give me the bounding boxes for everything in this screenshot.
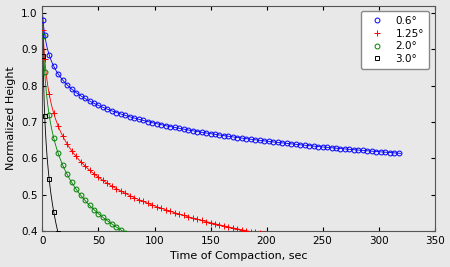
2.0° xyxy=(239,237,245,240)
2.0° xyxy=(333,237,339,240)
Line: 2.0°: 2.0° xyxy=(40,33,401,241)
0.6° xyxy=(360,149,365,152)
2.0° xyxy=(40,34,46,37)
3.0° xyxy=(60,237,65,240)
Line: 0.6°: 0.6° xyxy=(40,18,401,156)
Y-axis label: Normalized Height: Normalized Height xyxy=(5,66,16,170)
0.6° xyxy=(347,148,352,151)
0.6° xyxy=(329,146,334,149)
3.0° xyxy=(266,237,271,240)
1.25° xyxy=(261,233,267,236)
0.6° xyxy=(40,19,46,22)
1.25° xyxy=(333,237,339,240)
1.25° xyxy=(306,237,312,240)
2.0° xyxy=(364,237,370,240)
Legend: 0.6°, 1.25°, 2.0°, 3.0°: 0.6°, 1.25°, 2.0°, 3.0° xyxy=(361,11,429,69)
0.6° xyxy=(261,139,267,143)
3.0° xyxy=(351,237,356,240)
Line: 1.25°: 1.25° xyxy=(40,27,402,241)
3.0° xyxy=(40,55,46,58)
3.0° xyxy=(364,237,370,240)
0.6° xyxy=(302,144,307,147)
2.0° xyxy=(136,237,141,240)
2.0° xyxy=(396,237,401,240)
1.25° xyxy=(364,237,370,240)
X-axis label: Time of Compaction, sec: Time of Compaction, sec xyxy=(170,252,307,261)
2.0° xyxy=(351,237,356,240)
2.0° xyxy=(306,237,312,240)
1.25° xyxy=(288,237,294,240)
2.0° xyxy=(266,237,271,240)
1.25° xyxy=(235,227,240,230)
1.25° xyxy=(396,237,401,240)
0.6° xyxy=(235,136,240,139)
Line: 3.0°: 3.0° xyxy=(40,54,401,241)
3.0° xyxy=(306,237,312,240)
3.0° xyxy=(333,237,339,240)
1.25° xyxy=(40,28,46,32)
0.6° xyxy=(396,152,401,155)
3.0° xyxy=(396,237,401,240)
3.0° xyxy=(239,237,245,240)
1.25° xyxy=(351,237,356,240)
